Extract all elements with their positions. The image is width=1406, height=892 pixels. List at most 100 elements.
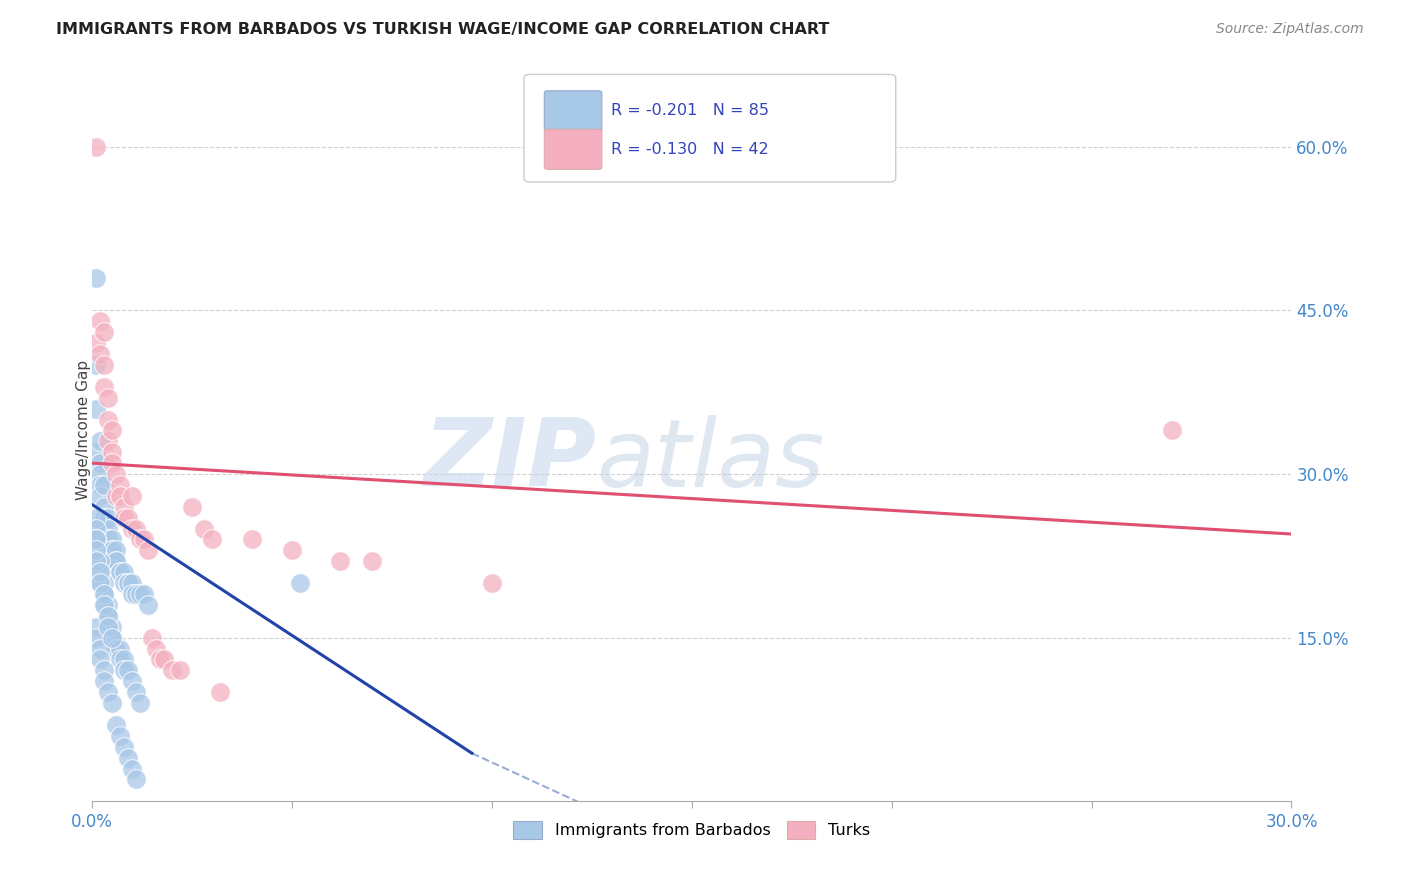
Point bbox=[89, 652, 111, 666]
Point bbox=[84, 401, 107, 416]
Point bbox=[101, 543, 124, 558]
Point bbox=[117, 576, 139, 591]
Point bbox=[101, 554, 124, 568]
Point bbox=[84, 336, 107, 351]
Point bbox=[89, 456, 111, 470]
Point bbox=[93, 510, 115, 524]
Point bbox=[97, 608, 120, 623]
Text: R = -0.201   N = 85: R = -0.201 N = 85 bbox=[612, 103, 769, 119]
Point bbox=[89, 434, 111, 449]
Point bbox=[149, 652, 172, 666]
Point bbox=[117, 750, 139, 764]
Point bbox=[125, 685, 148, 699]
Point bbox=[134, 587, 156, 601]
Text: IMMIGRANTS FROM BARBADOS VS TURKISH WAGE/INCOME GAP CORRELATION CHART: IMMIGRANTS FROM BARBADOS VS TURKISH WAGE… bbox=[56, 22, 830, 37]
Point bbox=[89, 347, 111, 361]
Point bbox=[105, 543, 128, 558]
FancyBboxPatch shape bbox=[544, 91, 602, 131]
Point bbox=[93, 380, 115, 394]
Point bbox=[93, 522, 115, 536]
Point bbox=[101, 631, 124, 645]
Point bbox=[84, 445, 107, 459]
Point bbox=[93, 587, 115, 601]
Point bbox=[89, 576, 111, 591]
Text: ZIP: ZIP bbox=[423, 414, 596, 506]
Text: R = -0.130   N = 42: R = -0.130 N = 42 bbox=[612, 142, 769, 157]
Point bbox=[84, 533, 107, 547]
Point bbox=[97, 608, 120, 623]
Point bbox=[97, 510, 120, 524]
Point bbox=[117, 664, 139, 678]
Point bbox=[89, 489, 111, 503]
Point bbox=[129, 533, 152, 547]
Point bbox=[93, 358, 115, 372]
Legend: Immigrants from Barbados, Turks: Immigrants from Barbados, Turks bbox=[508, 815, 877, 845]
Point bbox=[108, 565, 131, 579]
Point bbox=[84, 358, 107, 372]
Point bbox=[89, 565, 111, 579]
Point bbox=[97, 543, 120, 558]
Point bbox=[101, 631, 124, 645]
Point bbox=[121, 576, 143, 591]
Point bbox=[84, 543, 107, 558]
Point bbox=[112, 500, 135, 514]
Point bbox=[93, 325, 115, 339]
Point bbox=[93, 664, 115, 678]
Point bbox=[145, 641, 167, 656]
Point bbox=[97, 533, 120, 547]
Point bbox=[108, 489, 131, 503]
Point bbox=[93, 674, 115, 689]
Point bbox=[201, 533, 224, 547]
Point bbox=[108, 478, 131, 492]
Point bbox=[105, 641, 128, 656]
Point bbox=[84, 510, 107, 524]
Point bbox=[84, 554, 107, 568]
Point bbox=[84, 522, 107, 536]
Point bbox=[112, 565, 135, 579]
Point bbox=[193, 522, 215, 536]
Point bbox=[101, 533, 124, 547]
Point bbox=[112, 576, 135, 591]
Point bbox=[89, 565, 111, 579]
Point bbox=[89, 554, 111, 568]
Point bbox=[181, 500, 204, 514]
Point bbox=[125, 772, 148, 787]
Point bbox=[121, 674, 143, 689]
Point bbox=[93, 500, 115, 514]
Point bbox=[97, 685, 120, 699]
Point bbox=[97, 391, 120, 405]
Point bbox=[97, 620, 120, 634]
Point bbox=[129, 696, 152, 710]
Point bbox=[136, 543, 159, 558]
Point bbox=[84, 620, 107, 634]
Point bbox=[108, 652, 131, 666]
Point bbox=[89, 467, 111, 481]
Point bbox=[108, 729, 131, 743]
Point bbox=[117, 576, 139, 591]
Point bbox=[121, 489, 143, 503]
Point bbox=[101, 456, 124, 470]
Point bbox=[105, 554, 128, 568]
Point bbox=[141, 631, 163, 645]
Point bbox=[160, 664, 183, 678]
Point bbox=[84, 533, 107, 547]
Point bbox=[97, 522, 120, 536]
Y-axis label: Wage/Income Gap: Wage/Income Gap bbox=[76, 360, 91, 500]
Point bbox=[105, 641, 128, 656]
Point bbox=[125, 522, 148, 536]
Point bbox=[240, 533, 263, 547]
Point bbox=[329, 554, 352, 568]
Point bbox=[288, 576, 311, 591]
Point bbox=[84, 270, 107, 285]
Point bbox=[105, 718, 128, 732]
FancyBboxPatch shape bbox=[544, 129, 602, 169]
Point bbox=[93, 510, 115, 524]
Point bbox=[169, 664, 191, 678]
Point bbox=[481, 576, 503, 591]
Text: atlas: atlas bbox=[596, 415, 824, 506]
Point bbox=[112, 510, 135, 524]
Point bbox=[101, 543, 124, 558]
Point bbox=[209, 685, 232, 699]
Point bbox=[105, 467, 128, 481]
Point bbox=[97, 434, 120, 449]
